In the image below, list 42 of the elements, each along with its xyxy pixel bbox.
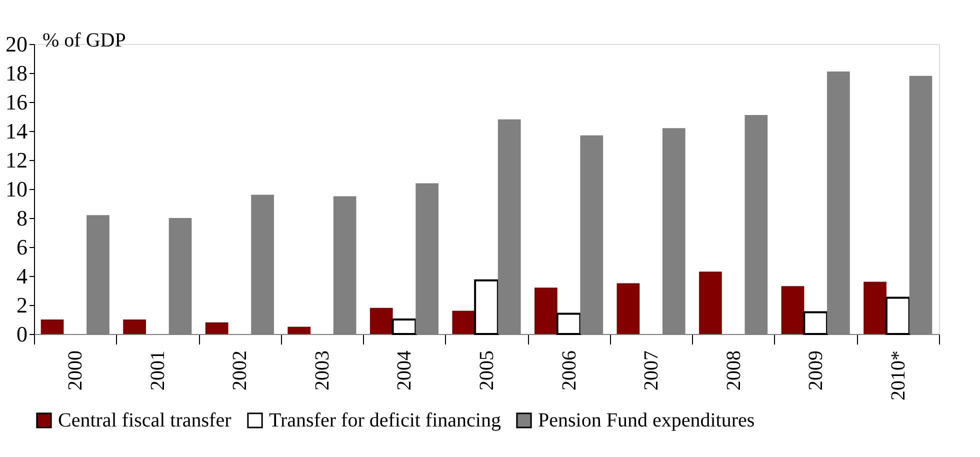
x-tick-label: 2009 xyxy=(805,350,828,390)
bar xyxy=(392,318,417,335)
x-tick-label: 2004 xyxy=(394,350,416,390)
bar xyxy=(452,310,476,334)
bar xyxy=(534,288,558,334)
bar xyxy=(123,320,146,334)
bar xyxy=(288,326,311,334)
y-tick-label: 8 xyxy=(16,206,28,230)
y-tick-label: 20 xyxy=(6,32,28,56)
x-tick-label: 2000 xyxy=(64,350,87,390)
x-tick-label: 2002 xyxy=(229,350,252,390)
bar xyxy=(205,322,228,334)
y-tick-label: 14 xyxy=(6,118,28,144)
y-tick-label: 4 xyxy=(16,264,28,288)
x-tick-label: 2005 xyxy=(476,350,498,390)
x-tick-label: 2006 xyxy=(558,350,580,390)
y-axis-title: % of GDP xyxy=(42,30,126,52)
y-tick-label: 16 xyxy=(6,90,28,114)
x-tick-label: 2008 xyxy=(722,350,745,390)
y-tick-label: 18 xyxy=(6,60,28,86)
bar xyxy=(781,286,804,334)
bar xyxy=(616,283,640,334)
y-tick-label: 0 xyxy=(16,322,28,346)
x-tick-label: 2007 xyxy=(640,350,663,390)
bar xyxy=(803,311,828,335)
bar xyxy=(864,282,886,334)
y-tick-label: 12 xyxy=(6,148,28,172)
bar xyxy=(885,296,910,335)
bar xyxy=(556,312,582,335)
bar xyxy=(474,279,499,335)
y-tick-label: 2 xyxy=(16,292,28,318)
legend-label: Central fiscal transfer xyxy=(58,409,232,432)
x-tick-label: 2001 xyxy=(146,350,169,390)
legend-label: Pension Fund expenditures xyxy=(538,409,755,432)
bar xyxy=(370,308,393,334)
y-tick-label: 6 xyxy=(16,234,28,260)
bar xyxy=(40,320,64,334)
x-tick-label: 2003 xyxy=(311,350,334,390)
legend-label: Transfer for deficit financing xyxy=(269,409,501,432)
x-tick-label: 2010* xyxy=(887,350,910,400)
bar xyxy=(699,272,722,334)
y-tick-label: 10 xyxy=(6,176,28,202)
